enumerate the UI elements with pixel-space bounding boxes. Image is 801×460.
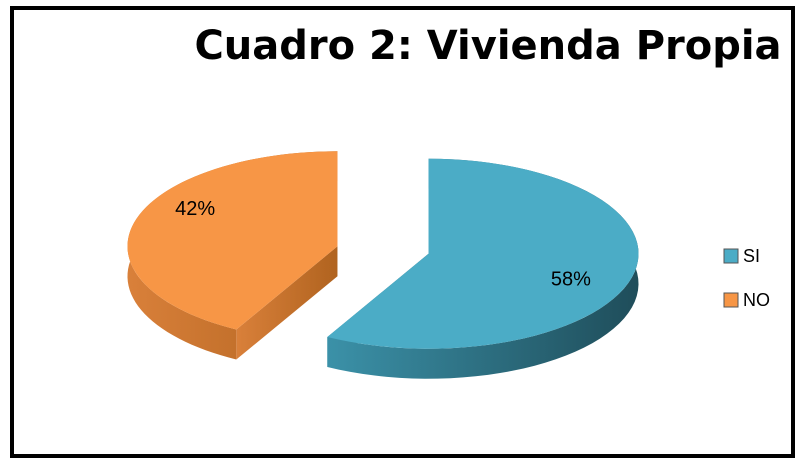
pie-slice — [127, 151, 338, 330]
chart-title: Cuadro 2: Vivienda Propia — [194, 23, 781, 69]
slice-side — [327, 158, 639, 379]
legend-swatch — [723, 292, 739, 308]
legend-label: NO — [743, 290, 770, 310]
legend-swatch — [723, 248, 739, 264]
legend-label: SI — [743, 246, 760, 266]
data-label: 58% — [551, 269, 591, 291]
chart-border — [10, 6, 795, 458]
pie-slice — [327, 158, 639, 349]
data-label: 42% — [175, 198, 215, 220]
slice-cut-face — [236, 246, 338, 360]
